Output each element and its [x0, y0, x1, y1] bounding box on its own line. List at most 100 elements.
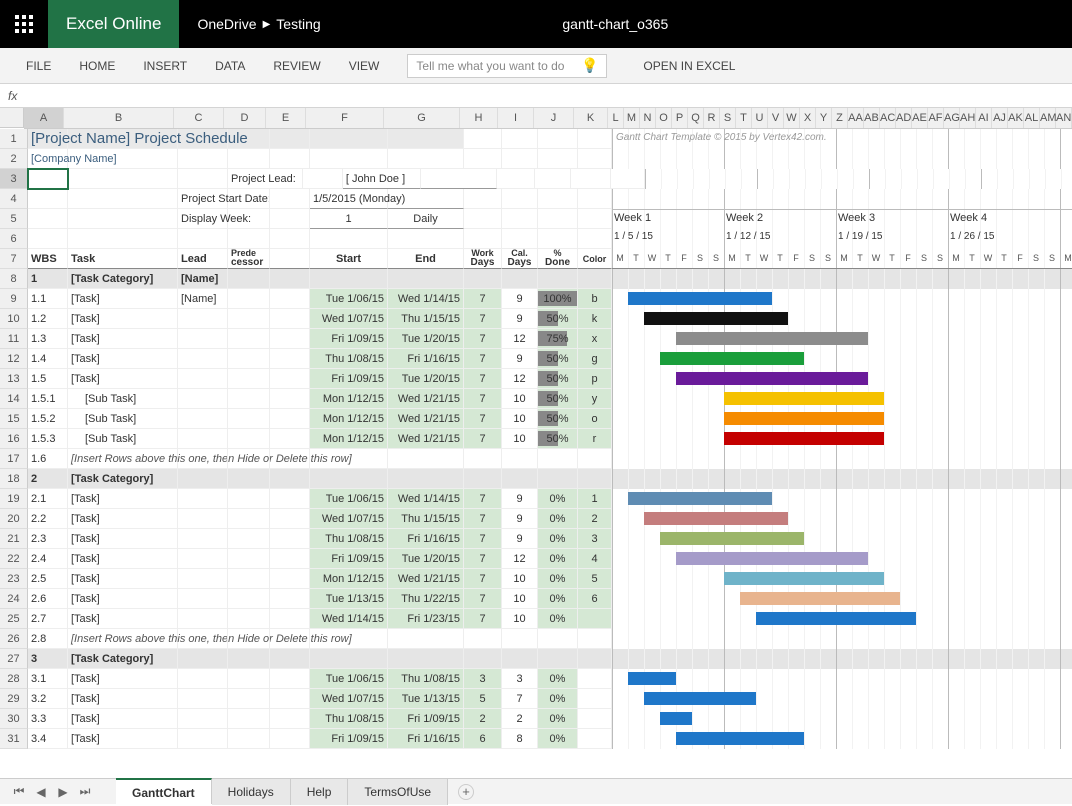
col-header-AL[interactable]: AL	[1024, 108, 1040, 128]
cell-G28[interactable]: Thu 1/08/15	[388, 669, 464, 689]
col-header-Q[interactable]: Q	[688, 108, 704, 128]
gantt-bar-1.3[interactable]	[676, 332, 868, 345]
cell-J22[interactable]: 0%	[538, 549, 578, 569]
cell-B21[interactable]: [Task]	[68, 529, 178, 549]
cell-H21[interactable]: 7	[464, 529, 502, 549]
col-header-W[interactable]: W	[784, 108, 800, 128]
cell-K13[interactable]: p	[578, 369, 612, 389]
cell-I14[interactable]: 10	[502, 389, 538, 409]
row-header-22[interactable]: 22	[0, 549, 28, 569]
col-header-J[interactable]: J	[534, 108, 574, 128]
cell-G14[interactable]: Wed 1/21/15	[388, 389, 464, 409]
cell-D15[interactable]	[228, 409, 270, 429]
breadcrumb-root[interactable]: OneDrive	[197, 16, 256, 32]
cell-A4[interactable]	[28, 189, 68, 209]
cell-H13[interactable]: 7	[464, 369, 502, 389]
col-header-V[interactable]: V	[768, 108, 784, 128]
gantt-bar-1.5.1[interactable]	[724, 392, 884, 405]
cell-K30[interactable]	[578, 709, 612, 729]
cell-F12[interactable]: Thu 1/08/15	[310, 349, 388, 369]
cell-E8[interactable]	[270, 269, 310, 289]
row-header-10[interactable]: 10	[0, 309, 28, 329]
cell-B16[interactable]: [Sub Task]	[68, 429, 178, 449]
col-header-C[interactable]: C	[174, 108, 224, 128]
cell-I30[interactable]: 2	[502, 709, 538, 729]
cell-B5[interactable]	[68, 209, 178, 229]
row-header-23[interactable]: 23	[0, 569, 28, 589]
cell-H9[interactable]: 7	[464, 289, 502, 309]
cell-I4[interactable]	[502, 189, 538, 209]
gantt-bar-1.5[interactable]	[676, 372, 868, 385]
cell-G8[interactable]	[388, 269, 464, 289]
cell-F22[interactable]: Fri 1/09/15	[310, 549, 388, 569]
cell-E11[interactable]	[270, 329, 310, 349]
cell-G22[interactable]: Tue 1/20/15	[388, 549, 464, 569]
cell-G31[interactable]: Fri 1/16/15	[388, 729, 464, 749]
cell-A6[interactable]	[28, 229, 68, 249]
gantt-bar-2.6[interactable]	[740, 592, 900, 605]
cell-B11[interactable]: [Task]	[68, 329, 178, 349]
cell-J29[interactable]: 0%	[538, 689, 578, 709]
cell-I5[interactable]	[502, 209, 538, 229]
cell-H19[interactable]: 7	[464, 489, 502, 509]
document-title[interactable]: gantt-chart_o365	[339, 16, 1072, 32]
cell-C20[interactable]	[178, 509, 228, 529]
cell-B3[interactable]	[68, 169, 178, 189]
cell-J20[interactable]: 0%	[538, 509, 578, 529]
row-header-11[interactable]: 11	[0, 329, 28, 349]
col-header-AE[interactable]: AE	[912, 108, 928, 128]
cell-K4[interactable]	[578, 189, 612, 209]
cell-A28[interactable]: 3.1	[28, 669, 68, 689]
cell-E13[interactable]	[270, 369, 310, 389]
cell-F9[interactable]: Tue 1/06/15	[310, 289, 388, 309]
row-header-29[interactable]: 29	[0, 689, 28, 709]
cell-F3[interactable]: [ John Doe ]	[343, 169, 421, 189]
cell-E23[interactable]	[270, 569, 310, 589]
col-header-N[interactable]: N	[640, 108, 656, 128]
cell-J19[interactable]: 0%	[538, 489, 578, 509]
cell-G10[interactable]: Thu 1/15/15	[388, 309, 464, 329]
cell-B18[interactable]: [Task Category]	[68, 469, 178, 489]
cell-B13[interactable]: [Task]	[68, 369, 178, 389]
cell-K15[interactable]: o	[578, 409, 612, 429]
cell-I27[interactable]	[502, 649, 538, 669]
cell-G7[interactable]: End	[388, 249, 464, 269]
row-header-6[interactable]: 6	[0, 229, 28, 249]
cell-E27[interactable]	[270, 649, 310, 669]
cell-E24[interactable]	[270, 589, 310, 609]
cell-A17[interactable]: 1.6	[28, 449, 68, 469]
col-header-H[interactable]: H	[460, 108, 498, 128]
cell-B8[interactable]: [Task Category]	[68, 269, 178, 289]
cell-A12[interactable]: 1.4	[28, 349, 68, 369]
row-header-5[interactable]: 5	[0, 209, 28, 229]
cell-A25[interactable]: 2.7	[28, 609, 68, 629]
row-header-9[interactable]: 9	[0, 289, 28, 309]
cell-C4[interactable]: Project Start Date:	[178, 189, 228, 209]
cell-F8[interactable]	[310, 269, 388, 289]
cell-J25[interactable]: 0%	[538, 609, 578, 629]
cell-I3[interactable]	[535, 169, 571, 189]
cell-H10[interactable]: 7	[464, 309, 502, 329]
ribbon-tab-data[interactable]: DATA	[201, 48, 259, 84]
cell-D23[interactable]	[228, 569, 270, 589]
cell-I9[interactable]: 9	[502, 289, 538, 309]
col-header-K[interactable]: K	[574, 108, 608, 128]
col-header-AC[interactable]: AC	[880, 108, 896, 128]
cell-C14[interactable]	[178, 389, 228, 409]
cell-F2[interactable]	[310, 149, 388, 169]
cell-A9[interactable]: 1.1	[28, 289, 68, 309]
cell-C19[interactable]	[178, 489, 228, 509]
col-header-X[interactable]: X	[800, 108, 816, 128]
cell-B23[interactable]: [Task]	[68, 569, 178, 589]
cell-H3[interactable]	[497, 169, 535, 189]
cell-H5[interactable]	[464, 209, 502, 229]
cell-B28[interactable]: [Task]	[68, 669, 178, 689]
cell-G2[interactable]	[388, 149, 464, 169]
cell-E6[interactable]	[270, 229, 310, 249]
cell-F25[interactable]: Wed 1/14/15	[310, 609, 388, 629]
cell-A21[interactable]: 2.3	[28, 529, 68, 549]
cell-F23[interactable]: Mon 1/12/15	[310, 569, 388, 589]
cell-K28[interactable]	[578, 669, 612, 689]
gantt-bar-1.2[interactable]	[644, 312, 788, 325]
cell-D25[interactable]	[228, 609, 270, 629]
